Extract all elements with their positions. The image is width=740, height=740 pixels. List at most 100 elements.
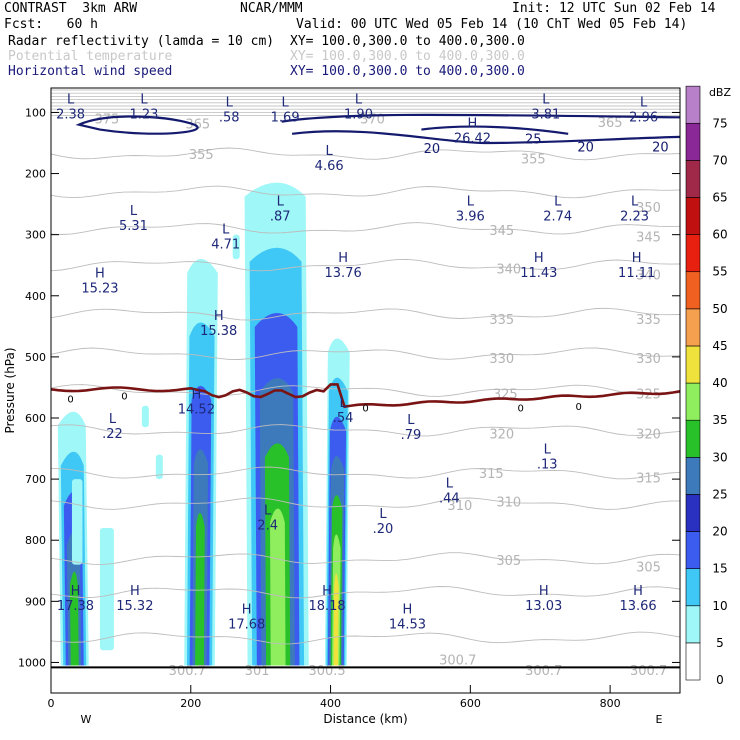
extremum-marker-L: L [340,396,348,411]
extremum-value: 2.74 [543,209,572,224]
plot-frame [50,87,681,694]
field-reflectivity-xy: XY= 100.0,300.0 to 400.0,300.0 [290,34,525,49]
extremum-value: 4.66 [315,159,344,174]
y-tick-label: 900 [25,595,46,608]
colorbar-label: 35 [712,413,727,427]
colorbar-swatch [685,382,701,421]
theta-contour-line [51,384,680,397]
colorbar-swatch [685,122,701,161]
extremum-value: 2.96 [629,110,658,125]
wind-contour-label: 25 [525,133,542,148]
extremum-marker-H: H [242,603,252,618]
theta-contour-label: 305 [496,554,521,569]
theta-contour-label: 300.5 [308,664,345,679]
extremum-marker-H: H [534,251,544,266]
extremum-value: .58 [219,110,240,125]
extremum-marker-L: L [379,507,387,522]
extremum-marker-L: L [407,413,415,428]
theta-contour-label: 310 [447,499,472,514]
y-tick-label: 500 [25,351,46,364]
theta-contour-label: 300.7 [169,664,206,679]
y-tick-label: 400 [25,290,46,303]
model-label: CONTRAST 3km ARW [4,1,138,16]
field-theta-xy: XY= 100.0,300.0 to 400.0,300.0 [290,49,525,64]
colorbar-label: 0 [716,673,724,687]
extremum-marker-L: L [222,222,230,237]
extremum-value: .44 [439,492,460,507]
y-tick-label: 200 [25,168,46,181]
colorbar-swatch [685,345,701,384]
extremum-marker-H: H [633,584,643,599]
colorbar-label: 10 [712,599,727,613]
wind-contour-25 [281,113,680,123]
org-label: NCAR/MMM [240,1,303,16]
extremum-marker-H: H [403,603,413,618]
extremum-value: .87 [270,209,291,224]
freezing-level-label: 0 [121,391,127,402]
theta-contour-label: 325 [636,388,661,403]
extremum-value: 3.96 [456,209,485,224]
theta-contour-label: 330 [489,352,514,367]
extremum-marker-L: L [554,194,562,209]
extremum-value: 17.38 [57,599,94,614]
extremum-marker-H: H [322,584,332,599]
theta-contour-line [51,222,680,235]
extremum-value: 1.23 [129,107,158,122]
y-tick-label: 300 [25,229,46,242]
colorbar-label: 30 [712,450,727,464]
reflectivity-band [269,508,286,666]
theta-contour-line [51,586,680,599]
theta-contour-label: 305 [636,561,661,576]
theta-contour-line [51,185,680,199]
extremum-marker-H: H [130,584,140,599]
theta-contour-label: 345 [636,231,661,246]
theta-contour-label: 300.7 [525,664,562,679]
extremum-marker-L: L [130,204,138,219]
extremum-marker-H: H [191,387,201,402]
theta-contour-label: 330 [636,352,661,367]
extremum-value: 13.76 [325,266,362,281]
extremum-value: 13.66 [619,599,656,614]
y-tick-label: 800 [25,534,46,547]
east-label: E [656,713,663,726]
field-wind: Horizontal wind speed [8,64,173,79]
extremum-marker-H: H [95,266,105,281]
colorbar-label: 20 [712,525,727,539]
extremum-value: 17.68 [228,618,265,633]
reflectivity-echo [99,528,114,651]
y-tick-label: 600 [25,412,46,425]
extremum-value: .13 [537,457,558,472]
colorbar-swatch [685,308,701,347]
y-tick-label: 1000 [18,656,46,669]
extremum-marker-H: H [468,117,478,132]
colorbar-swatch [685,642,701,681]
reflectivity-echo [141,405,149,428]
theta-contour-label: 310 [496,496,521,511]
forecast-hour: Fcst: 60 h [4,17,98,32]
extremum-marker-L: L [467,194,475,209]
theta-contour-label: 315 [479,467,504,482]
theta-contour-line [51,497,680,510]
extremum-value: 15.23 [81,281,118,296]
extremum-marker-H: H [539,584,549,599]
colorbar-label: 75 [712,116,727,130]
theta-contour-line [51,258,680,272]
theta-contour-label: 355 [189,148,214,163]
reflectivity-echo [232,234,240,260]
colorbar-label: 25 [712,487,727,501]
colorbar-label: 50 [712,302,727,316]
colorbar-label: 55 [712,265,727,279]
colorbar-swatch [685,605,701,644]
x-tick-label: 400 [320,697,341,710]
theta-contour-line [51,552,680,565]
extremum-value: 2.4 [257,519,278,534]
y-tick-label: 100 [25,106,46,119]
theta-contour-label: 300.7 [439,653,476,668]
x-tick-label: 200 [180,697,201,710]
colorbar-swatch [685,234,701,273]
extremum-marker-L: L [282,95,290,110]
wind-contour-jet-left [75,115,199,135]
colorbar-swatch [685,494,701,532]
theta-contour-label: 340 [636,268,661,283]
x-axis-title: Distance (km) [323,712,407,726]
